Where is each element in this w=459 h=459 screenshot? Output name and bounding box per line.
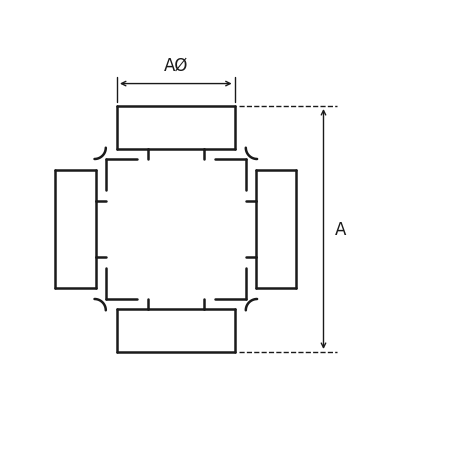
Text: A: A — [334, 220, 346, 239]
Text: AØ: AØ — [163, 56, 188, 74]
